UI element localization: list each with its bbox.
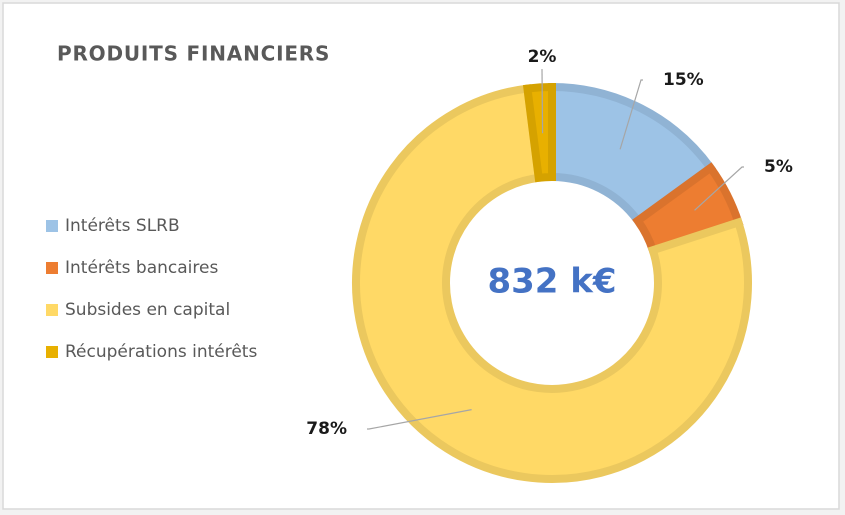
donut-slice bbox=[522, 82, 556, 183]
legend-label: Subsides en capital bbox=[65, 300, 230, 320]
chart-title: PRODUITS FINANCIERS bbox=[57, 42, 330, 66]
leader-line bbox=[694, 166, 744, 211]
donut-slice bbox=[352, 84, 752, 483]
center-label: 832 k€ bbox=[487, 262, 616, 302]
leader-line bbox=[619, 79, 643, 150]
legend-label: Intérêts bancaires bbox=[65, 258, 218, 278]
leader-line bbox=[367, 409, 472, 430]
legend-swatch bbox=[46, 262, 58, 274]
legend-swatch bbox=[46, 220, 58, 232]
legend-swatch bbox=[46, 346, 58, 358]
legend-swatch bbox=[46, 304, 58, 316]
data-label: 15% bbox=[663, 70, 704, 90]
legend-label: Intérêts SLRB bbox=[65, 216, 180, 236]
leader-line bbox=[541, 68, 544, 134]
data-label: 78% bbox=[306, 419, 347, 439]
legend-label: Récupérations intérêts bbox=[65, 342, 257, 362]
data-label: 2% bbox=[528, 47, 557, 67]
data-label: 5% bbox=[764, 157, 793, 177]
